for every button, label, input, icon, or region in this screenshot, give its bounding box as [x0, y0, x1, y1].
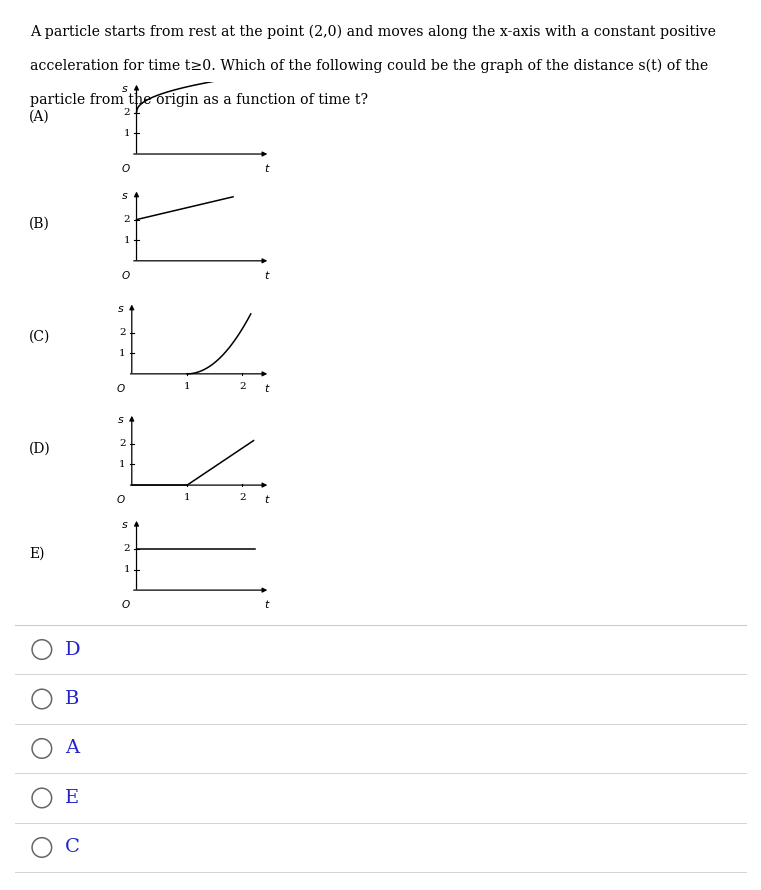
Text: $t$: $t$ [264, 162, 271, 174]
Text: (B): (B) [29, 217, 49, 231]
Text: particle from the origin as a function of time t?: particle from the origin as a function o… [30, 93, 368, 107]
Text: 2: 2 [239, 382, 246, 391]
Text: $s$: $s$ [121, 520, 129, 530]
Text: A: A [65, 740, 79, 757]
Text: 2: 2 [119, 328, 126, 337]
Text: 1: 1 [119, 460, 126, 469]
Text: 1: 1 [119, 349, 126, 358]
Text: $t$: $t$ [264, 493, 271, 505]
Text: C: C [65, 838, 80, 856]
Text: 1: 1 [124, 129, 130, 138]
Text: D: D [65, 641, 81, 659]
Text: 1: 1 [124, 565, 130, 574]
Text: $O$: $O$ [121, 269, 130, 280]
Text: $O$: $O$ [116, 493, 126, 505]
Text: $s$: $s$ [121, 84, 129, 94]
Text: $t$: $t$ [264, 382, 271, 393]
Text: 2: 2 [239, 493, 246, 502]
Text: $t$: $t$ [264, 598, 271, 610]
Text: acceleration for time t≥0. Which of the following could be the graph of the dist: acceleration for time t≥0. Which of the … [30, 59, 708, 73]
Text: E): E) [29, 546, 44, 560]
Text: E: E [65, 789, 79, 807]
Text: A particle starts from rest at the point (2,0) and moves along the x-axis with a: A particle starts from rest at the point… [30, 25, 716, 39]
Text: $O$: $O$ [116, 382, 126, 393]
Text: $s$: $s$ [116, 415, 124, 425]
Text: $O$: $O$ [121, 598, 130, 610]
Text: 2: 2 [124, 215, 130, 224]
Text: 2: 2 [124, 545, 130, 554]
Text: $t$: $t$ [264, 269, 271, 280]
Text: 1: 1 [184, 382, 190, 391]
Text: $s$: $s$ [116, 303, 124, 314]
Text: $O$: $O$ [121, 162, 130, 174]
Text: 2: 2 [119, 440, 126, 449]
Text: (D): (D) [29, 441, 51, 455]
Text: B: B [65, 690, 79, 708]
Text: $s$: $s$ [121, 190, 129, 201]
Text: 2: 2 [124, 109, 130, 117]
Text: 1: 1 [124, 236, 130, 245]
Text: (C): (C) [29, 330, 50, 344]
Text: (A): (A) [29, 110, 49, 124]
Text: 1: 1 [184, 493, 190, 502]
